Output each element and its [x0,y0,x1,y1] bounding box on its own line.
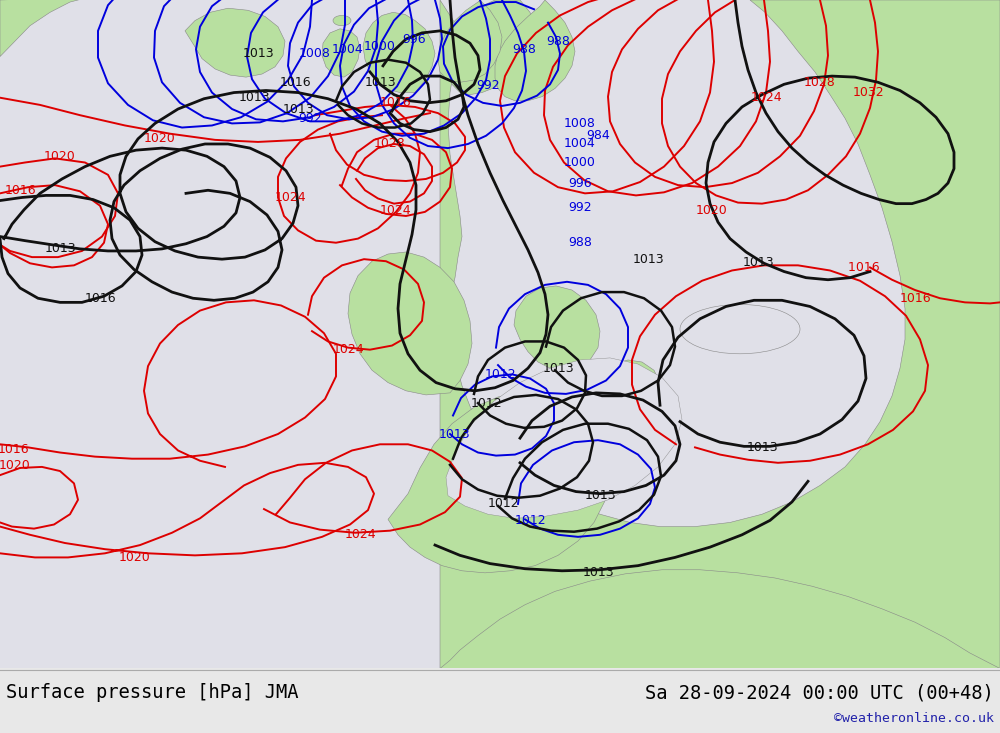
Text: 1016: 1016 [4,184,36,196]
Text: 1012: 1012 [514,514,546,527]
Text: 1008: 1008 [299,47,331,60]
Text: 984: 984 [586,129,610,142]
Polygon shape [448,0,535,95]
Text: 1013: 1013 [238,91,270,104]
Text: 988: 988 [568,236,592,249]
Text: 1020: 1020 [0,460,31,472]
Text: 1016: 1016 [379,96,411,109]
Text: Surface pressure [hPa] JMA: Surface pressure [hPa] JMA [6,683,298,702]
Polygon shape [388,393,610,573]
Polygon shape [348,252,472,395]
Polygon shape [438,0,502,82]
Ellipse shape [333,15,351,26]
Ellipse shape [680,304,800,354]
Polygon shape [514,286,600,370]
Text: 1013: 1013 [582,567,614,579]
Text: 1013: 1013 [438,427,470,441]
Text: 1016: 1016 [0,443,29,456]
Polygon shape [322,29,360,77]
Text: 1012: 1012 [470,397,502,410]
Text: 1024: 1024 [750,91,782,104]
Text: 996: 996 [402,32,426,45]
Text: 1020: 1020 [119,551,151,564]
Text: 1013: 1013 [242,47,274,60]
Text: 1004: 1004 [332,43,364,56]
Text: 1013: 1013 [746,441,778,454]
Polygon shape [363,12,435,92]
Text: 992: 992 [568,202,592,214]
Text: 988: 988 [546,34,570,48]
Text: 1016: 1016 [899,292,931,305]
Polygon shape [446,358,682,518]
Text: 1016: 1016 [848,261,884,274]
Text: 988: 988 [512,43,536,56]
Text: 1013: 1013 [542,361,574,375]
Text: 1024: 1024 [379,205,411,217]
Text: 1013: 1013 [632,253,664,265]
Text: 1012: 1012 [487,498,519,510]
Text: 1013: 1013 [584,489,616,502]
Text: 1013: 1013 [364,75,396,89]
Polygon shape [592,360,660,416]
Text: 1028: 1028 [374,138,406,150]
Text: 992: 992 [298,111,322,125]
Text: 1024: 1024 [274,191,306,204]
Text: 1020: 1020 [44,150,76,163]
Text: 1013: 1013 [282,103,314,116]
Polygon shape [440,0,1000,668]
Polygon shape [185,8,285,77]
Text: 1013: 1013 [44,243,76,255]
Text: 1016: 1016 [84,292,116,305]
Text: 1024: 1024 [332,343,364,356]
Text: 1032: 1032 [852,86,884,99]
Text: 1013: 1013 [742,256,774,269]
Text: 1016: 1016 [279,75,311,89]
Text: 1024: 1024 [344,528,376,541]
Text: 1020: 1020 [696,205,728,217]
Text: 1028: 1028 [804,75,836,89]
Text: 1004: 1004 [564,138,596,150]
Polygon shape [495,0,575,101]
Text: 1000: 1000 [564,156,596,169]
Text: 1000: 1000 [364,40,396,53]
Text: 1020: 1020 [144,133,176,145]
Text: Sa 28-09-2024 00:00 UTC (00+48): Sa 28-09-2024 00:00 UTC (00+48) [645,683,994,702]
Polygon shape [0,0,90,56]
Text: ©weatheronline.co.uk: ©weatheronline.co.uk [834,712,994,726]
Text: 1012: 1012 [484,368,516,381]
Text: 992: 992 [476,79,500,92]
Text: 1008: 1008 [564,117,596,130]
Polygon shape [440,570,1000,668]
Text: 996: 996 [568,177,592,190]
